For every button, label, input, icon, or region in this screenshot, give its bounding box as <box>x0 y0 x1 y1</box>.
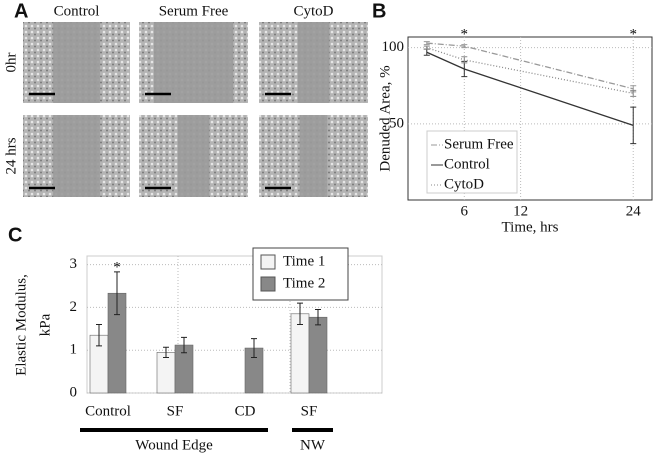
error-bar <box>630 106 637 145</box>
wound-gap <box>53 22 100 103</box>
error-bar <box>423 45 430 50</box>
legend-label: Time 1 <box>283 253 325 269</box>
y-tick-label: 1 <box>70 342 78 358</box>
x-tick-label: CD <box>235 403 256 419</box>
plot-frame <box>407 36 653 201</box>
error-bar <box>251 338 257 358</box>
y-tick-label: 3 <box>70 256 78 272</box>
legend-swatch <box>260 276 276 292</box>
x-tick-label: 6 <box>461 203 469 219</box>
x-tick-label: SF <box>301 403 318 419</box>
wound-gap <box>177 115 210 197</box>
error-bar <box>630 89 637 97</box>
legend-swatch <box>260 254 276 270</box>
error-bar <box>297 302 303 325</box>
error-bar <box>461 60 468 78</box>
error-bar <box>461 44 468 49</box>
y-tick-label: 0 <box>70 384 78 400</box>
x-tick-label: SF <box>167 403 184 419</box>
x-tick-label: Control <box>85 403 131 419</box>
error-bar <box>114 271 120 316</box>
error-bar <box>163 346 169 358</box>
error-bar <box>423 48 430 56</box>
x-axis-label: Time, hrs <box>502 219 559 235</box>
error-bar <box>96 324 102 347</box>
group-label: NW <box>300 437 326 453</box>
panel-letter: A <box>14 0 28 22</box>
column-label: CytoD <box>293 3 333 19</box>
y-tick-label: 2 <box>70 299 78 315</box>
row-label: 24 hrs <box>3 137 19 174</box>
annotation: * <box>629 26 637 42</box>
wound-gap <box>153 22 234 103</box>
error-bar <box>423 41 430 46</box>
panel-letter: C <box>8 224 22 246</box>
legend-label: Control <box>444 156 490 172</box>
y-tick-label: 100 <box>382 39 405 55</box>
legend-box <box>426 130 518 194</box>
error-bar <box>315 309 321 326</box>
group-label: Wound Edge <box>135 437 213 453</box>
bar <box>156 352 176 394</box>
legend-label: Time 2 <box>283 275 325 291</box>
x-tick-label: 12 <box>513 203 528 219</box>
bar <box>308 316 328 394</box>
line <box>426 47 634 95</box>
y-tick-label: 50 <box>389 115 404 131</box>
y-axis-label: Denuded Area, % <box>377 65 393 171</box>
wound-gap <box>297 22 330 103</box>
column-label: Control <box>54 3 100 19</box>
legend-label: Serum Free <box>444 136 514 152</box>
y-axis-label: Elastic Modulus, <box>13 274 29 376</box>
panel-letter: B <box>372 0 386 22</box>
annotation: * <box>461 26 469 42</box>
wound-gap <box>299 115 328 197</box>
legend-label: CytoD <box>444 176 484 192</box>
bar <box>290 313 310 394</box>
error-bar <box>461 56 468 64</box>
wound-gap <box>53 115 100 197</box>
error-bar <box>181 336 187 354</box>
row-label: 0hr <box>3 53 19 73</box>
x-tick-label: 24 <box>626 203 642 219</box>
micrographs <box>23 22 368 197</box>
y-axis-label: kPa <box>37 313 53 336</box>
line <box>426 51 634 126</box>
annotation: * <box>113 259 121 275</box>
column-label: Serum Free <box>159 3 229 19</box>
